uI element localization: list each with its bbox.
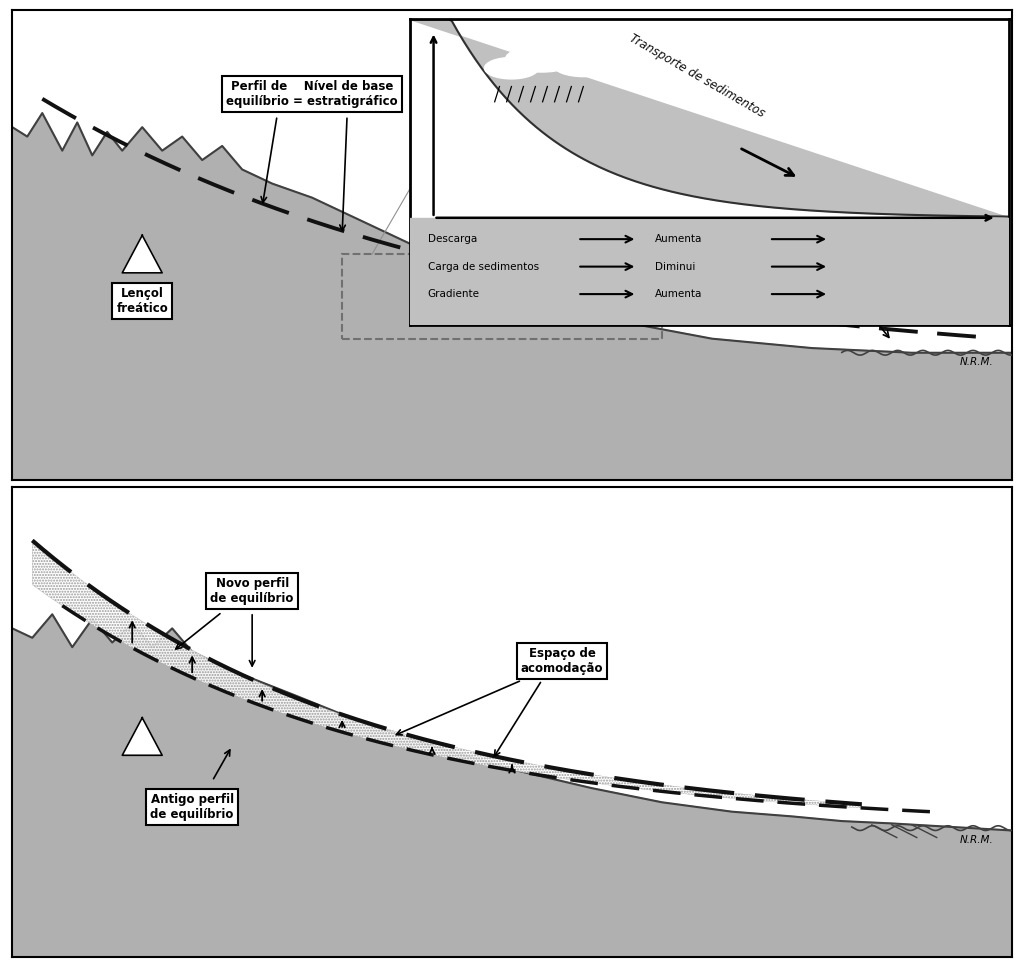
Text: Diminui: Diminui xyxy=(655,262,695,271)
Text: Aumenta: Aumenta xyxy=(655,234,702,244)
Text: Transporte de sedimentos: Transporte de sedimentos xyxy=(627,32,767,120)
Polygon shape xyxy=(410,19,1009,218)
Text: Novo perfil
de equilíbrio: Novo perfil de equilíbrio xyxy=(211,577,294,605)
Text: Carga de sedimentos: Carga de sedimentos xyxy=(428,262,539,271)
Text: Descarga: Descarga xyxy=(428,234,477,244)
Polygon shape xyxy=(122,235,162,273)
Text: Lençol
freático: Lençol freático xyxy=(117,287,168,315)
Polygon shape xyxy=(122,718,162,755)
Text: N.R.M.: N.R.M. xyxy=(959,358,993,367)
Polygon shape xyxy=(12,487,1012,957)
Polygon shape xyxy=(12,10,1012,480)
Text: Gradiente: Gradiente xyxy=(428,289,479,299)
Text: N.R.M.: N.R.M. xyxy=(959,835,993,845)
Text: Perfil de    Nível de base
equilíbrio = estratigráfico: Perfil de Nível de base equilíbrio = est… xyxy=(226,80,398,109)
Text: Aumenta: Aumenta xyxy=(655,289,702,299)
Bar xyxy=(342,254,662,339)
Ellipse shape xyxy=(594,61,645,81)
Text: Nível de base
geomorfológico: Nível de base geomorfológico xyxy=(791,268,893,297)
Text: Antigo perfil
de equilíbrio: Antigo perfil de equilíbrio xyxy=(151,793,233,821)
Ellipse shape xyxy=(484,57,539,78)
Polygon shape xyxy=(410,218,1009,325)
Text: Espaço de
acomodação: Espaço de acomodação xyxy=(521,647,603,675)
Ellipse shape xyxy=(506,47,578,72)
Ellipse shape xyxy=(553,53,613,77)
